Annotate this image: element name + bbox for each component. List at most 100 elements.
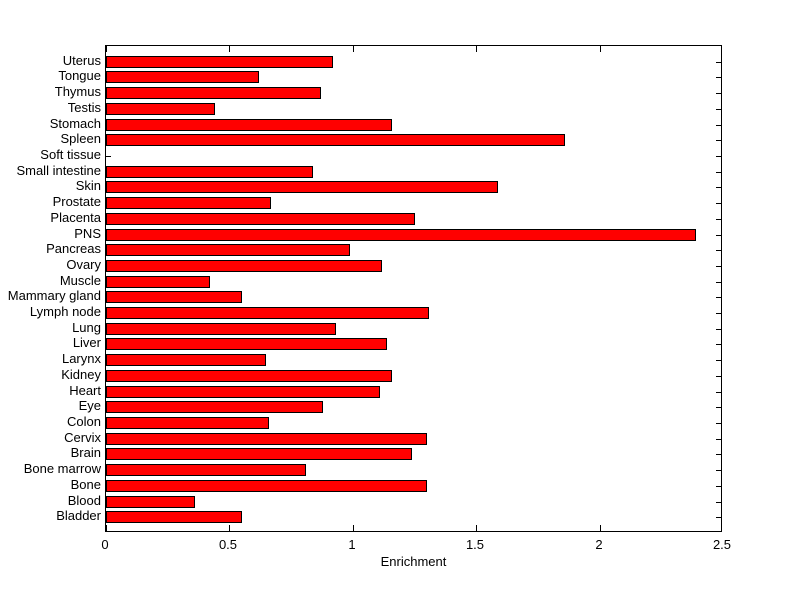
y-axis-label-cervix: Cervix <box>64 430 101 445</box>
bar-pancreas <box>106 244 350 256</box>
y-axis-label-muscle: Muscle <box>59 273 101 288</box>
plot-area <box>105 45 722 532</box>
x-tick-bottom <box>106 525 107 531</box>
y-axis-label-blood: Blood <box>67 493 101 508</box>
y-tick-right <box>716 156 721 157</box>
bar-testis <box>106 103 215 115</box>
y-tick-right <box>716 140 721 141</box>
y-axis-label-ovary: Ovary <box>66 257 101 272</box>
y-tick-right <box>716 423 721 424</box>
x-tick-label: 0 <box>101 537 109 552</box>
bar-thymus <box>106 87 321 99</box>
y-tick-right <box>716 282 721 283</box>
y-tick-right <box>716 266 721 267</box>
y-axis-label-bone-marrow: Bone marrow <box>23 461 101 476</box>
x-tick-label: 2.5 <box>712 537 732 552</box>
y-tick-right <box>716 486 721 487</box>
bar-liver <box>106 338 387 350</box>
y-axis-label-prostate: Prostate <box>52 194 101 209</box>
bar-uterus <box>106 56 333 68</box>
bar-cervix <box>106 433 427 445</box>
y-tick-right <box>716 77 721 78</box>
y-axis-label-placenta: Placenta <box>50 210 101 225</box>
x-tick-bottom <box>600 525 601 531</box>
y-tick-left <box>106 156 111 157</box>
bar-kidney <box>106 370 392 382</box>
y-tick-right <box>716 407 721 408</box>
y-tick-right <box>716 297 721 298</box>
bar-placenta <box>106 213 415 225</box>
y-tick-right <box>716 517 721 518</box>
y-tick-right <box>716 344 721 345</box>
y-axis-label-lymph-node: Lymph node <box>29 304 101 319</box>
y-axis-label-testis: Testis <box>67 100 101 115</box>
bar-spleen <box>106 134 565 146</box>
y-axis-label-kidney: Kidney <box>61 367 101 382</box>
y-axis-labels: Uterus Tongue Thymus Testis Stomach Spleen Sof… <box>0 45 101 532</box>
x-axis-title: Enrichment <box>380 554 447 569</box>
y-axis-label-thymus: Thymus <box>54 84 101 99</box>
y-axis-label-skin: Skin <box>75 178 101 193</box>
y-axis-label-brain: Brain <box>70 445 101 460</box>
y-tick-right <box>716 502 721 503</box>
y-axis-label-spleen: Spleen <box>60 131 101 146</box>
y-tick-right <box>716 392 721 393</box>
y-tick-right <box>716 125 721 126</box>
bar-eye <box>106 401 323 413</box>
bar-prostate <box>106 197 271 209</box>
bar-colon <box>106 417 269 429</box>
y-axis-label-soft-tissue: Soft tissue <box>40 147 101 162</box>
x-tick-label: 1 <box>348 537 356 552</box>
bar-tongue <box>106 71 259 83</box>
y-axis-label-mammary-gland: Mammary gland <box>7 288 101 303</box>
bar-bone-marrow <box>106 464 306 476</box>
x-tick-top <box>721 46 722 52</box>
bar-bladder <box>106 511 242 523</box>
bar-bone <box>106 480 427 492</box>
x-tick-top <box>106 46 107 52</box>
x-tick-label: 2 <box>595 537 603 552</box>
y-axis-label-bone: Bone <box>70 477 101 492</box>
y-tick-right <box>716 187 721 188</box>
y-tick-right <box>716 250 721 251</box>
y-tick-right <box>716 172 721 173</box>
bar-lung <box>106 323 336 335</box>
x-tick-label: 1.5 <box>465 537 485 552</box>
x-tick-bottom <box>229 525 230 531</box>
y-tick-right <box>716 93 721 94</box>
bar-small-intestine <box>106 166 313 178</box>
y-axis-label-eye: Eye <box>78 398 101 413</box>
y-tick-right <box>716 235 721 236</box>
y-tick-right <box>716 62 721 63</box>
y-tick-right <box>716 454 721 455</box>
y-axis-label-heart: Heart <box>69 383 101 398</box>
y-axis-label-stomach: Stomach <box>49 116 101 131</box>
y-axis-label-pancreas: Pancreas <box>46 241 101 256</box>
y-axis-label-small-intestine: Small intestine <box>16 163 101 178</box>
y-axis-label-uterus: Uterus <box>62 53 101 68</box>
y-axis-label-bladder: Bladder <box>56 508 101 523</box>
bar-ovary <box>106 260 382 272</box>
y-tick-right <box>716 313 721 314</box>
x-axis-tick-labels: 0 0.5 1 1.5 2 2.5 <box>101 537 731 553</box>
y-tick-right <box>716 109 721 110</box>
y-axis-label-pns: PNS <box>74 226 101 241</box>
y-tick-right <box>716 376 721 377</box>
x-tick-top <box>476 46 477 52</box>
bar-muscle <box>106 276 210 288</box>
bar-mammary-gland <box>106 291 242 303</box>
y-tick-right <box>716 439 721 440</box>
y-axis-label-lung: Lung <box>72 320 101 335</box>
y-tick-right <box>716 470 721 471</box>
x-tick-bottom <box>353 525 354 531</box>
x-tick-label: 0.5 <box>218 537 238 552</box>
bar-heart <box>106 386 380 398</box>
bar-blood <box>106 496 195 508</box>
bar-brain <box>106 448 412 460</box>
bar-larynx <box>106 354 266 366</box>
x-tick-top <box>229 46 230 52</box>
y-tick-right <box>716 219 721 220</box>
y-axis-label-tongue: Tongue <box>58 68 101 83</box>
x-tick-top <box>600 46 601 52</box>
